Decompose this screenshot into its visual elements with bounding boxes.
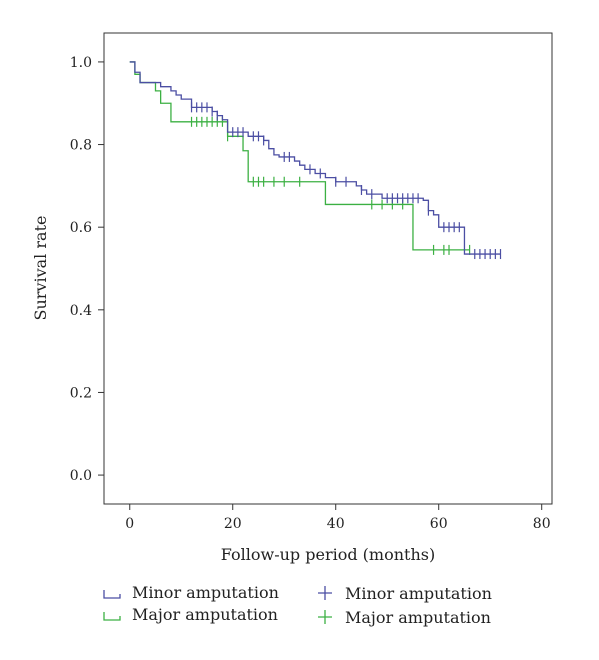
legend-step-icon-minor [103, 590, 121, 599]
legend-item-major-censor: Major amputation [318, 608, 491, 627]
legend-label-major-censor: Major amputation [345, 608, 491, 627]
legend-label-major-step: Major amputation [132, 605, 278, 624]
x-tick-label: 0 [125, 516, 134, 532]
x-tick-label: 40 [327, 516, 345, 532]
legend: Minor amputation Major amputation Minor … [103, 583, 492, 627]
legend-label-minor-step: Minor amputation [132, 583, 279, 602]
x-tick-label: 80 [533, 516, 551, 532]
y-tick-label: 0.4 [70, 303, 92, 319]
y-tick-label: 0.0 [70, 468, 92, 484]
y-tick-label: 1.0 [70, 55, 92, 71]
y-tick-label: 0.8 [70, 138, 92, 154]
legend-item-minor-step: Minor amputation [103, 583, 279, 602]
axis-layer: 0 20 40 60 80 0.0 0.2 0.4 0.6 0.8 1.0 [70, 55, 551, 532]
legend-censor-icon-major [318, 610, 332, 624]
legend-item-minor-censor: Minor amputation [318, 584, 492, 603]
x-tick-label: 20 [224, 516, 242, 532]
series-layer [129, 61, 502, 260]
survival-curve-major-amputation [129, 61, 470, 251]
y-tick-label: 0.2 [70, 385, 92, 401]
legend-item-major-step: Major amputation [103, 605, 278, 624]
survival-curve-minor-amputation [129, 61, 501, 255]
legend-step-icon-major [103, 612, 121, 621]
plot-frame [103, 32, 553, 505]
y-axis-label: Survival rate [31, 216, 50, 321]
x-axis-label: Follow-up period (months) [221, 545, 435, 564]
legend-label-minor-censor: Minor amputation [345, 584, 492, 603]
x-tick-label: 60 [430, 516, 448, 532]
legend-censor-icon-minor [318, 586, 332, 600]
y-tick-label: 0.6 [70, 220, 92, 236]
